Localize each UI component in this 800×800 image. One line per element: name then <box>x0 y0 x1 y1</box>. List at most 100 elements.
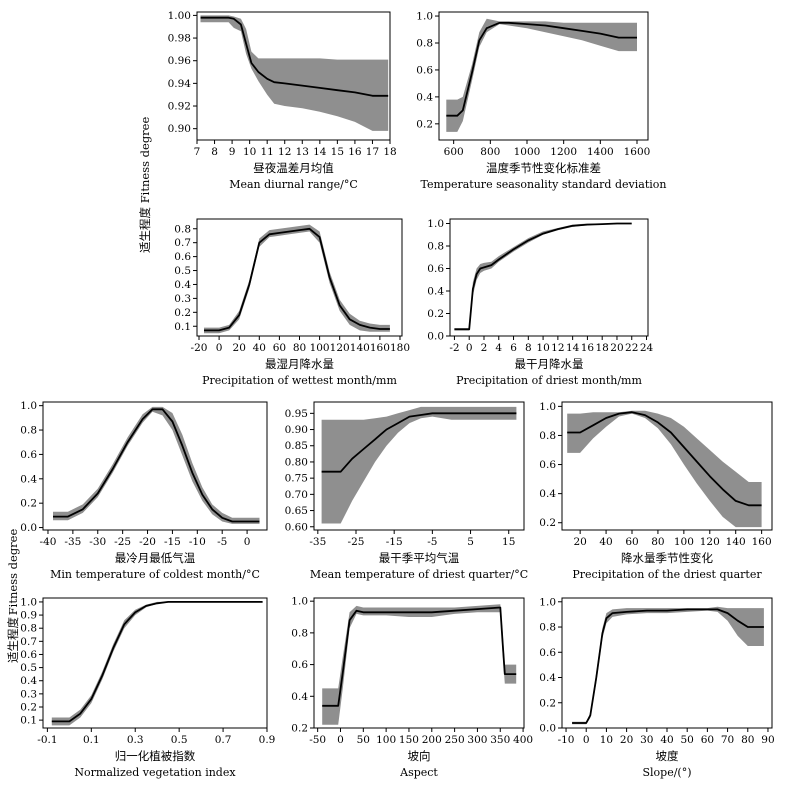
x-tick-label: 140 <box>350 342 370 354</box>
x-tick-label: 14 <box>566 342 580 354</box>
confidence-band <box>446 18 637 132</box>
mean-response-line <box>446 21 637 117</box>
y-tick-label: 0.4 <box>416 91 433 103</box>
x-tick-label: 8 <box>525 342 532 354</box>
y-tick-label: 0.60 <box>285 521 308 533</box>
x-tick-label: 16 <box>581 342 595 354</box>
x-tick-label: 5 <box>467 536 474 548</box>
chart-panels: 7 8 9 10 11 12 13 14 15 16 17 180.900.920.940.960.9… <box>20 10 774 779</box>
y-tick-label: 0.90 <box>168 123 191 135</box>
x-tick-label: 14 <box>313 146 327 158</box>
x-tick-label: 120 <box>330 342 350 354</box>
y-tick-label: 0.9 <box>20 610 37 622</box>
x-tick-label: 15 <box>331 146 344 158</box>
x-tick-label: -25 <box>114 536 131 548</box>
confidence-band <box>53 406 260 524</box>
plot-frame <box>561 401 773 531</box>
x-tick-label: 300 <box>467 734 487 746</box>
y-tick-label: 0.6 <box>416 64 433 76</box>
x-tick-label: 350 <box>490 734 510 746</box>
x-tick-label: 140 <box>726 536 746 548</box>
chart-panel: -20 0 20 40 60 80 100 120 140 160 180 0.1 0.2 0.3 0.4 0… <box>174 218 410 387</box>
x-tick-label: 4 <box>495 342 502 354</box>
y-tick-label: 1.0 <box>291 596 308 608</box>
y-tick-label: 0.2 <box>416 118 433 130</box>
plot-frame <box>196 11 391 141</box>
y-tick-label: 0.95 <box>285 408 308 420</box>
x-tick-label: 150 <box>399 734 419 746</box>
y-tick-label: 1.0 <box>539 401 556 413</box>
x-tick-label: -25 <box>348 536 365 548</box>
y-tick-label: 0.6 <box>20 649 37 661</box>
x-axis-title-cn: 坡度 <box>656 749 679 763</box>
x-tick-label: 80 <box>741 734 754 746</box>
y-tick-label: 0.6 <box>539 459 556 471</box>
x-tick-label: 0 <box>216 342 223 354</box>
y-label-top: 适生程度 Fitness degree <box>138 117 152 253</box>
y-tick-label: 0.8 <box>427 241 444 253</box>
x-tick-label: 120 <box>700 536 720 548</box>
x-tick-label: -5 <box>427 536 437 548</box>
x-tick-label: -10 <box>189 536 206 548</box>
x-tick-label: 50 <box>357 734 370 746</box>
confidence-band <box>567 410 762 528</box>
y-tick-label: 0.4 <box>539 672 556 684</box>
x-tick-label: 60 <box>701 734 714 746</box>
x-axis-title-cn: 最干季平均气温 <box>379 551 460 565</box>
y-tick-label: 1.0 <box>539 596 556 608</box>
x-axis-title-en: Temperature seasonality standard deviati… <box>421 178 667 191</box>
x-tick-label: 15 <box>502 536 515 548</box>
x-tick-label: -20 <box>139 536 156 548</box>
chart-panel: -50 0 50 100 150 200 250 300 350 400 0.2 0.4 0.6 0.8 1… <box>291 596 533 779</box>
x-tick-label: 80 <box>293 342 306 354</box>
x-tick-label: 90 <box>761 734 774 746</box>
y-tick-label: 0.8 <box>174 223 191 235</box>
x-tick-label: 1200 <box>550 146 577 158</box>
mean-response-line <box>567 411 762 507</box>
plot-frame <box>313 597 525 729</box>
x-tick-label: 40 <box>660 734 673 746</box>
plot-frame <box>313 401 525 531</box>
x-tick-label: 40 <box>599 536 612 548</box>
x-tick-label: 70 <box>721 734 734 746</box>
y-tick-label: 0.8 <box>539 622 556 634</box>
mean-response-line <box>51 601 263 723</box>
mean-response-line <box>53 408 260 523</box>
x-tick-label: 200 <box>422 734 442 746</box>
y-tick-label: 0.8 <box>416 37 433 49</box>
y-tick-label: 0.4 <box>539 488 556 500</box>
x-tick-label: 800 <box>480 146 500 158</box>
confidence-band <box>321 406 517 524</box>
confidence-band <box>454 223 632 331</box>
plot-frame <box>196 218 403 337</box>
x-tick-label: 250 <box>445 734 465 746</box>
x-tick-label: 8 <box>211 146 218 158</box>
x-tick-label: 22 <box>625 342 638 354</box>
y-tick-label: 0.0 <box>539 723 556 735</box>
x-tick-label: 1600 <box>624 146 651 158</box>
plot-frame <box>449 218 649 337</box>
y-tick-label: 0.92 <box>168 101 191 113</box>
x-tick-label: 20 <box>610 342 623 354</box>
confidence-band <box>204 224 390 334</box>
plot-frame <box>42 401 268 531</box>
y-tick-label: 0.96 <box>168 55 192 67</box>
chart-panel: -10 0 10 20 30 40 50 60 70 80 90 0.0 0.2 0.4 0.6 0.8 1.0… <box>539 596 774 779</box>
x-axis-title-cn: 昼夜温差月均值 <box>253 161 334 175</box>
x-tick-label: 40 <box>253 342 266 354</box>
x-tick-label: 50 <box>681 734 694 746</box>
y-label-bottom: 适生程度 Fitness degree <box>6 529 20 663</box>
x-tick-label: 0.7 <box>215 734 232 746</box>
x-tick-label: 20 <box>573 536 586 548</box>
x-tick-label: 0.5 <box>171 734 188 746</box>
y-label-cn: 适生程度 <box>6 617 20 663</box>
y-tick-label: 0.2 <box>20 498 37 510</box>
y-tick-label: 0.98 <box>168 33 191 45</box>
x-tick-label: 17 <box>366 146 379 158</box>
x-axis-title-en: Normalized vegetation index <box>74 766 236 779</box>
y-tick-label: 0.6 <box>539 647 556 659</box>
y-tick-label: 1.0 <box>416 11 433 23</box>
confidence-band <box>572 606 764 725</box>
x-tick-label: -15 <box>386 536 403 548</box>
x-axis-title-en: Precipitation of driest month/mm <box>456 374 642 387</box>
